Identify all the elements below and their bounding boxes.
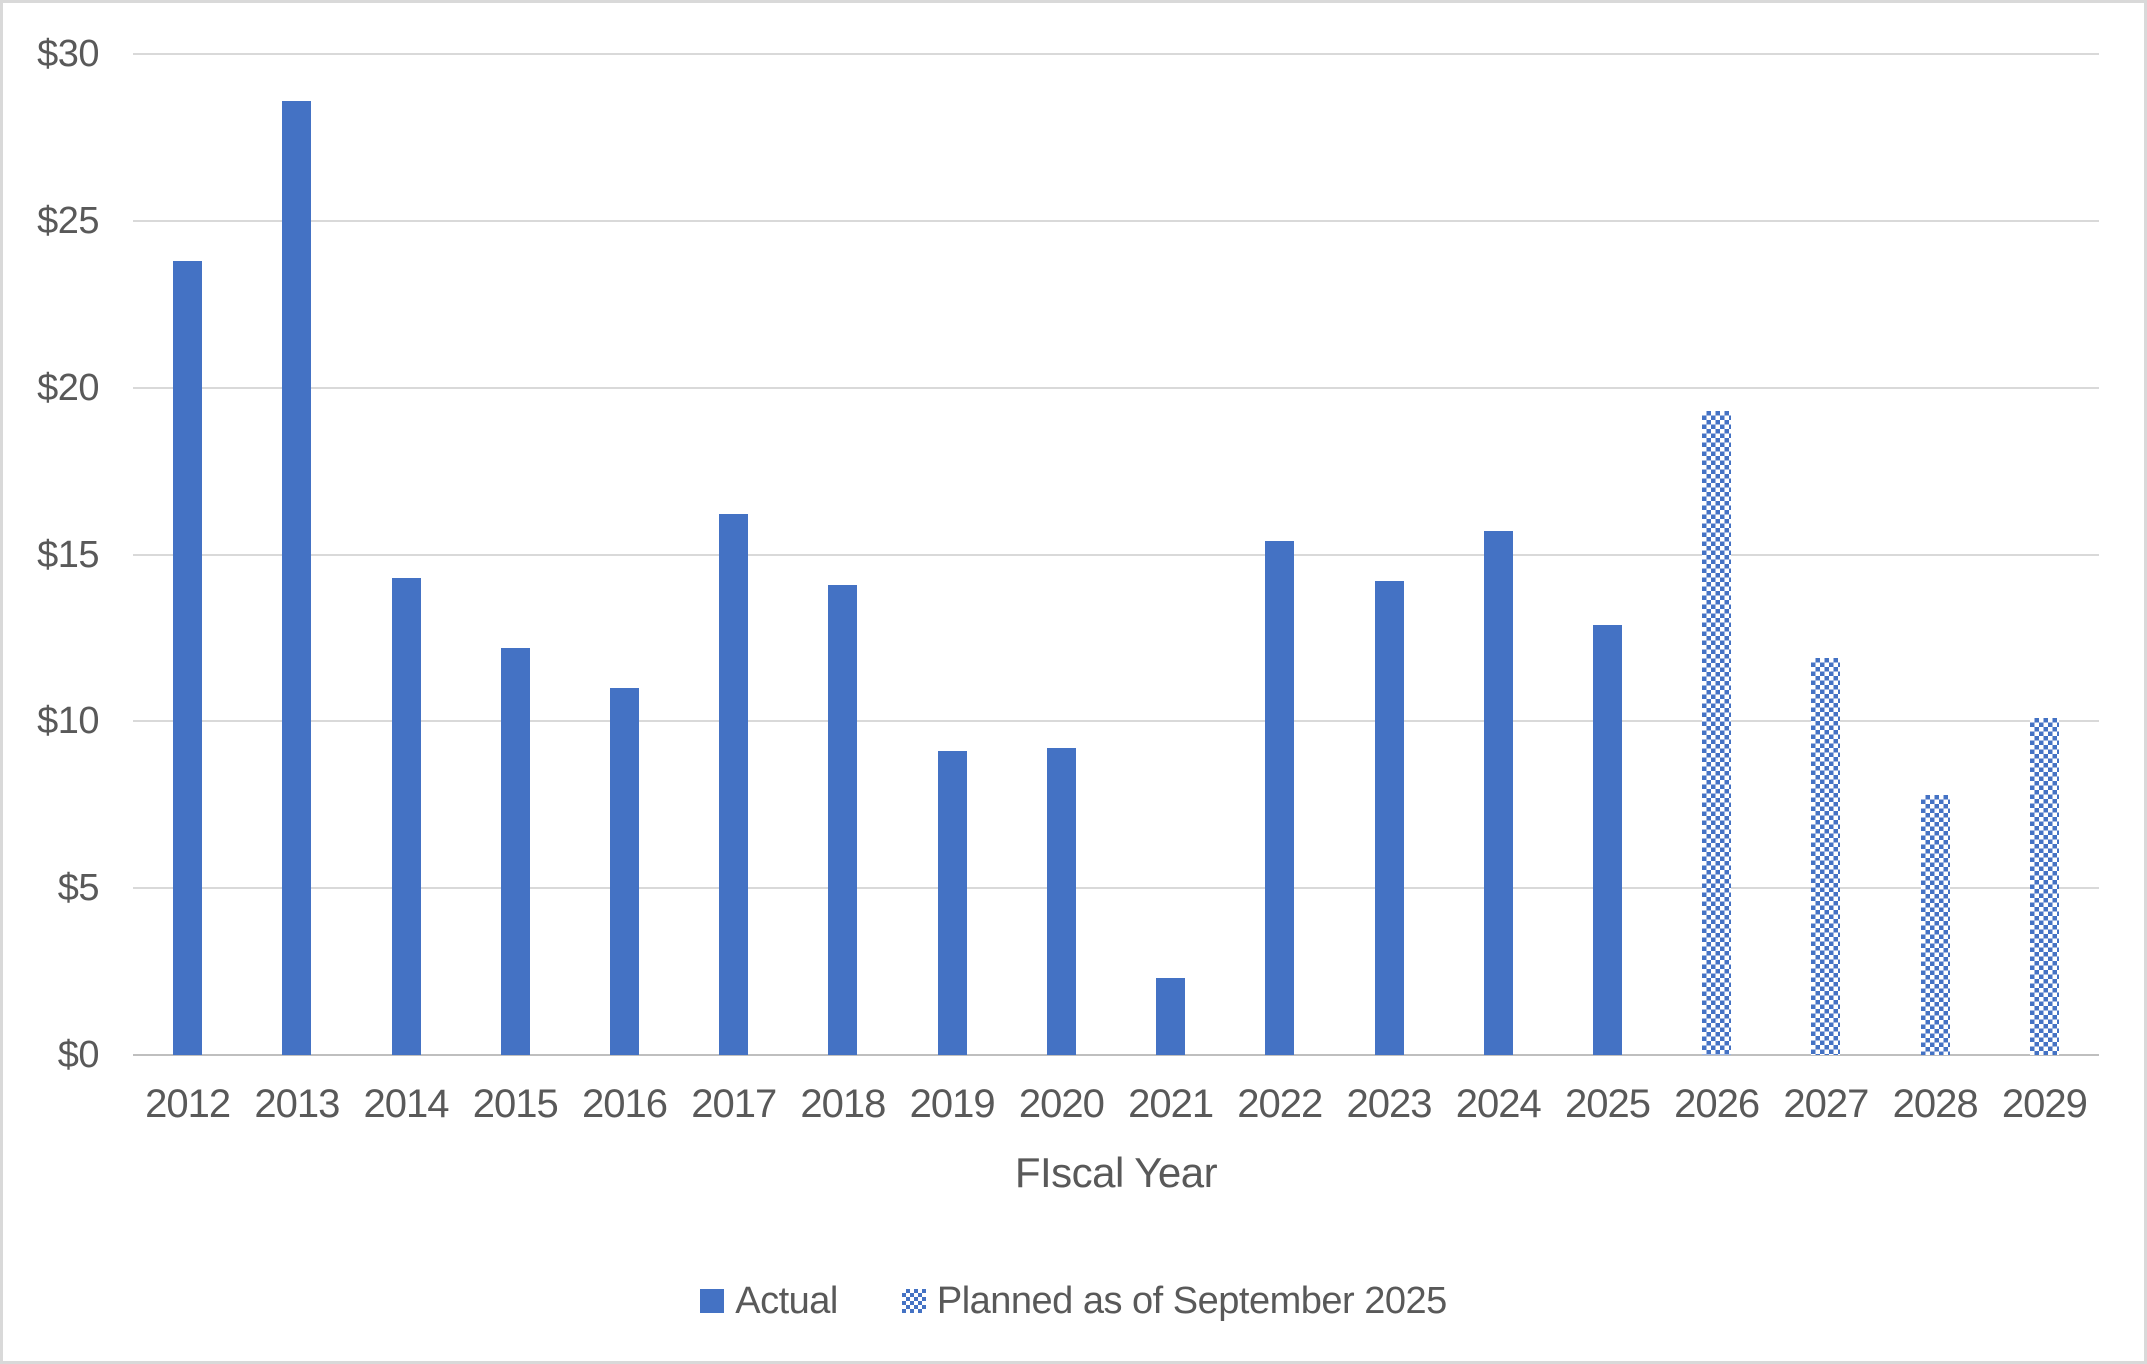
category-2012 <box>133 54 242 1055</box>
x-tick-label-2021: 2021 <box>1128 1082 1214 1126</box>
x-tick-label-2015: 2015 <box>472 1082 559 1126</box>
actual-bar-2014 <box>391 577 421 1055</box>
y-tick-label-10: $10 <box>37 700 99 743</box>
x-tick-label-2028: 2028 <box>1892 1082 1979 1126</box>
planned-bar-2029 <box>2029 718 2059 1055</box>
x-tick-label-2013: 2013 <box>254 1082 340 1126</box>
legend-item-actual: Actual <box>700 1279 838 1323</box>
planned-bar-2028 <box>1920 794 1950 1055</box>
x-tick-label-2023: 2023 <box>1346 1082 1433 1126</box>
category-2016 <box>570 54 679 1055</box>
gridline-20 <box>133 386 2099 389</box>
category-2017 <box>679 54 788 1055</box>
x-tick-label-2020: 2020 <box>1018 1082 1105 1126</box>
actual-bar-2017 <box>719 514 749 1055</box>
y-axis: $0 $5 $10 $15 $20 $25 $30 <box>3 3 100 1361</box>
category-2014 <box>351 54 460 1055</box>
category-2023 <box>1334 54 1443 1055</box>
category-2015 <box>461 54 570 1055</box>
category-2013 <box>242 54 351 1055</box>
gridline-10 <box>133 720 2099 723</box>
category-2020 <box>1007 54 1116 1055</box>
actual-bar-2013 <box>282 100 312 1055</box>
actual-bar-2025 <box>1592 624 1622 1055</box>
category-2025 <box>1553 54 1662 1055</box>
x-tick-label-2029: 2029 <box>2001 1082 2088 1126</box>
actual-bar-2018 <box>828 584 858 1055</box>
x-tick-label-2024: 2024 <box>1455 1082 1542 1126</box>
legend-label-planned: Planned as of September 2025 <box>936 1280 1447 1322</box>
x-axis: 2012 2013 2014 2015 2016 2017 2018 2019 2020 2021… <box>133 1081 2099 1127</box>
actual-bar-2015 <box>500 647 530 1055</box>
x-tick-label-2017: 2017 <box>691 1082 777 1126</box>
x-tick-label-2019: 2019 <box>909 1082 996 1126</box>
actual-series-swatch-icon <box>700 1289 725 1313</box>
planned-series-swatch-icon <box>901 1289 926 1313</box>
category-2019 <box>898 54 1007 1055</box>
legend-item-planned: Planned as of September 2025 <box>901 1279 1447 1323</box>
y-tick-label-15: $15 <box>37 533 99 576</box>
category-2026 <box>1662 54 1771 1055</box>
x-axis-title: FIscal Year <box>1014 1149 1218 1196</box>
planned-bar-2027 <box>1811 657 1841 1055</box>
x-axis-baseline <box>133 1054 2099 1056</box>
actual-bar-2012 <box>173 260 203 1055</box>
category-2022 <box>1225 54 1334 1055</box>
category-2029 <box>1990 54 2099 1055</box>
legend-label-actual: Actual <box>735 1280 838 1322</box>
gridline-15 <box>133 553 2099 556</box>
actual-bar-2019 <box>937 751 967 1055</box>
category-2018 <box>788 54 897 1055</box>
legend: Actual Planned as of September 2025 <box>3 1279 2144 1323</box>
category-2024 <box>1444 54 1553 1055</box>
actual-bar-2021 <box>1156 978 1186 1055</box>
x-tick-label-2012: 2012 <box>145 1082 231 1126</box>
x-tick-label-2025: 2025 <box>1564 1082 1651 1126</box>
actual-bar-2016 <box>609 687 639 1055</box>
x-tick-label-2018: 2018 <box>800 1082 886 1126</box>
gridline-25 <box>133 219 2099 222</box>
x-tick-label-2016: 2016 <box>581 1082 668 1126</box>
x-tick-label-2014: 2014 <box>363 1082 450 1126</box>
actual-bar-2024 <box>1483 531 1513 1055</box>
gridline-30 <box>133 53 2099 55</box>
actual-bar-2022 <box>1265 541 1295 1055</box>
category-2028 <box>1881 54 1990 1055</box>
y-tick-label-30: $30 <box>37 33 99 75</box>
y-tick-label-5: $5 <box>57 867 100 910</box>
x-tick-label-2027: 2027 <box>1783 1082 1869 1126</box>
y-tick-label-0: $0 <box>57 1034 100 1076</box>
actual-bar-2023 <box>1374 581 1404 1055</box>
y-tick-label-20: $20 <box>37 366 99 409</box>
category-2027 <box>1771 54 1880 1055</box>
planned-bar-2026 <box>1702 411 1732 1055</box>
bars-group <box>133 54 2099 1055</box>
category-2021 <box>1116 54 1225 1055</box>
y-tick-label-25: $25 <box>37 199 99 242</box>
plot-area <box>133 53 2099 1056</box>
x-tick-label-2026: 2026 <box>1674 1082 1760 1126</box>
actual-bar-2020 <box>1046 748 1076 1055</box>
gridline-5 <box>133 887 2099 890</box>
x-tick-label-2022: 2022 <box>1237 1082 1323 1126</box>
